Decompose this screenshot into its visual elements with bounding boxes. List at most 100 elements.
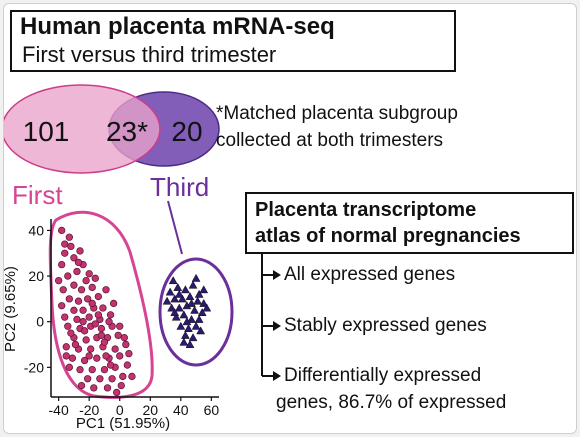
first-trimester-point (100, 338, 109, 346)
first-trimester-point (77, 286, 86, 294)
tree-connector (261, 254, 274, 377)
first-trimester-point (102, 352, 110, 360)
matched-subgroup-note: *Matched placenta subgroup collected at … (216, 100, 458, 154)
y-tick-group: 40 20 0 -20 (24, 222, 51, 375)
list-item-stably-expressed: Stably expressed genes (284, 315, 487, 336)
third-trimester-point (168, 276, 178, 285)
venn-third-count: 20 (171, 116, 202, 147)
third-trimester-point (197, 308, 207, 317)
first-trimester-point (61, 240, 69, 248)
third-trimester-point (180, 285, 190, 294)
first-trimester-point (96, 375, 104, 383)
first-trimester-point (58, 226, 66, 235)
third-trimester-point (176, 321, 186, 330)
third-trimester-point (184, 324, 193, 332)
first-trimester-point (77, 381, 86, 390)
venn-first-circle (4, 84, 161, 174)
first-trimester-point (99, 304, 107, 312)
first-trimester-point (88, 299, 96, 308)
third-trimester-point (170, 294, 180, 303)
first-points (54, 226, 136, 397)
third-trimester-point (173, 282, 183, 291)
first-trimester-point (65, 363, 73, 371)
first-trimester-point (67, 329, 75, 337)
first-trimester-point (119, 372, 127, 381)
atlas-heading: Placenta transcriptome atlas of normal p… (255, 197, 521, 249)
y-axis-label: PC2 (9.65%) (4, 266, 19, 352)
title: Human placenta mRNA-seq (20, 13, 335, 40)
x-tick-label: 40 (173, 402, 189, 418)
first-trimester-point (123, 361, 132, 369)
first-trimester-point (61, 249, 69, 257)
first-trimester-point (80, 356, 89, 365)
first-trimester-point (100, 365, 109, 374)
third-trimester-point (179, 337, 189, 346)
first-trimester-point (85, 270, 93, 278)
subtitle: First versus third trimester (22, 42, 277, 67)
x-tick-label: 20 (142, 402, 158, 418)
x-tick-label: -20 (79, 402, 99, 418)
first-trimester-point (97, 331, 106, 340)
first-trimester-point (65, 295, 73, 303)
first-trimester-point (79, 306, 87, 314)
first-trimester-point (94, 292, 102, 301)
arrow-icon (273, 371, 281, 381)
first-trimester-point (82, 336, 90, 344)
y-tick-label: 20 (28, 268, 44, 284)
first-trimester-point (114, 331, 122, 340)
first-trimester-point (64, 322, 72, 330)
first-trimester-point (87, 345, 95, 353)
list-item-differentially-expressed: Differentially expressed (284, 365, 482, 386)
first-trimester-point (73, 267, 81, 276)
first-trimester-point (82, 276, 90, 285)
third-trimester-point (162, 296, 172, 305)
first-trimester-point (97, 324, 106, 333)
first-trimester-point (74, 258, 83, 267)
first-trimester-point (84, 375, 92, 383)
y-tick-label: 40 (28, 222, 44, 238)
third-trimester-point (193, 296, 203, 305)
x-tick-group: -40 -20 0 20 40 60 (49, 397, 220, 418)
title-box: Human placenta mRNA-seq First versus thi… (10, 10, 456, 72)
first-trimester-point (117, 381, 125, 390)
first-trimester-point (76, 247, 84, 255)
x-tick-label: 60 (204, 402, 220, 418)
first-trimester-point (116, 322, 124, 330)
first-trimester-point (79, 318, 87, 326)
first-trimester-point (71, 340, 80, 349)
first-trimester-point (54, 276, 63, 285)
third-trimester-point (191, 321, 201, 330)
list-item-all-expressed: All expressed genes (284, 264, 456, 285)
first-trimester-point (94, 311, 102, 319)
first-trimester-point (65, 233, 73, 241)
first-trimester-point (108, 375, 116, 383)
first-trimester-point (106, 361, 115, 369)
footnote-line-1: *Matched placenta subgroup (216, 103, 458, 124)
first-trimester-point (85, 313, 93, 321)
first-trimester-point (64, 272, 72, 280)
venn-first-count: 101 (23, 116, 70, 147)
first-trimester-point (68, 354, 77, 362)
first-trimester-point (84, 295, 92, 303)
first-trimester-point (80, 327, 89, 335)
first-trimester-point (88, 283, 96, 292)
list-item-differentially-expressed-line-2: genes, 86.7% of expressed (276, 392, 507, 413)
first-trimester-point (58, 302, 66, 310)
third-trimester-point (187, 314, 196, 323)
third-trimester-point (187, 298, 196, 307)
third-trimester-point (180, 330, 190, 339)
first-trimester-point (125, 349, 133, 358)
x-tick-label: -40 (49, 402, 69, 418)
first-trimester-point (61, 313, 69, 321)
y-tick-label: 0 (36, 314, 44, 330)
third-trimester-point (165, 287, 175, 296)
atlas-heading-line-1: Placenta transcriptome (255, 199, 477, 221)
first-trimester-point (90, 384, 98, 392)
third-trimester-point (191, 273, 201, 282)
first-trimester-point (128, 372, 136, 381)
first-trimester-point (91, 274, 99, 282)
first-trimester-point (116, 352, 124, 360)
third-trimester-point (171, 312, 181, 321)
first-trimester-point (106, 311, 115, 319)
first-trimester-point (85, 352, 93, 360)
